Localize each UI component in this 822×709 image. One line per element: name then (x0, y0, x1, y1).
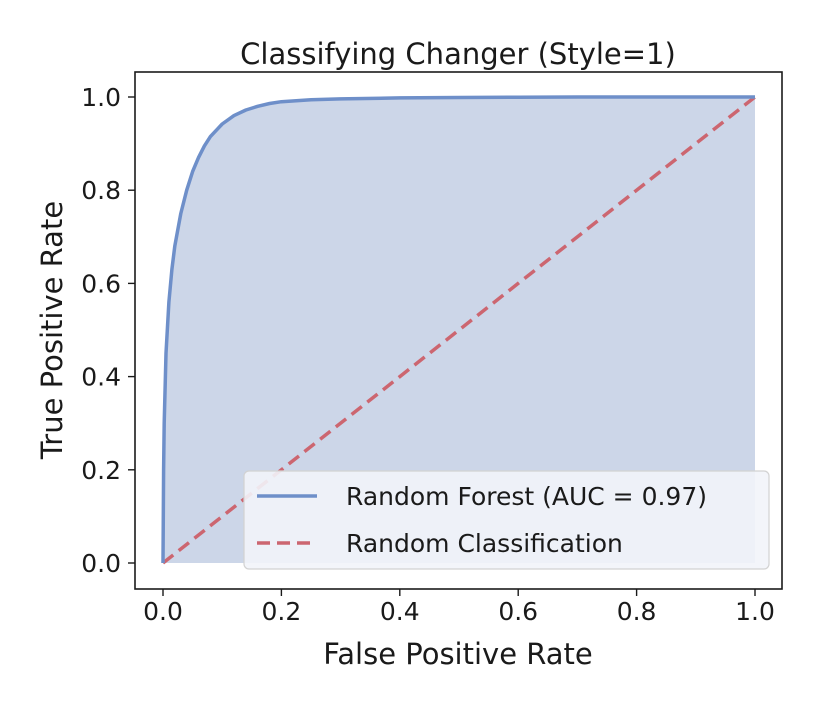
legend-box (243, 470, 770, 570)
y-tick-label: 0.4 (81, 363, 121, 392)
y-axis-label: True Positive Rate (35, 201, 69, 460)
x-tick-label: 0.8 (617, 597, 657, 626)
legend-label-random-forest: Random Forest (AUC = 0.97) (346, 482, 707, 511)
x-axis-label: False Positive Rate (323, 637, 593, 671)
series-line-random-forest (161, 95, 755, 564)
y-tick-label: 1.0 (81, 83, 121, 112)
ticks-layer: 0.0 0.2 0.4 0.6 0.8 1.0 0.0 0.2 0.4 0.6 0.8 1.0 (81, 83, 775, 626)
y-tick-label: 0.0 (81, 549, 121, 578)
x-tick-label: 1.0 (735, 597, 775, 626)
legend-label-random-classification: Random Classification (346, 529, 623, 558)
plot-frame (134, 71, 783, 590)
x-tick-label: 0.4 (380, 597, 420, 626)
y-tick-label: 0.2 (81, 456, 121, 485)
legend: Random Forest (AUC = 0.97) Random Classi… (243, 470, 770, 570)
x-tick-label: 0.0 (143, 597, 183, 626)
chart-title: Classifying Changer (Style=1) (240, 37, 676, 71)
x-tick-label: 0.2 (262, 597, 302, 626)
x-tick-label: 0.6 (498, 597, 538, 626)
y-tick-label: 0.6 (81, 269, 121, 298)
y-tick-label: 0.8 (81, 176, 121, 205)
